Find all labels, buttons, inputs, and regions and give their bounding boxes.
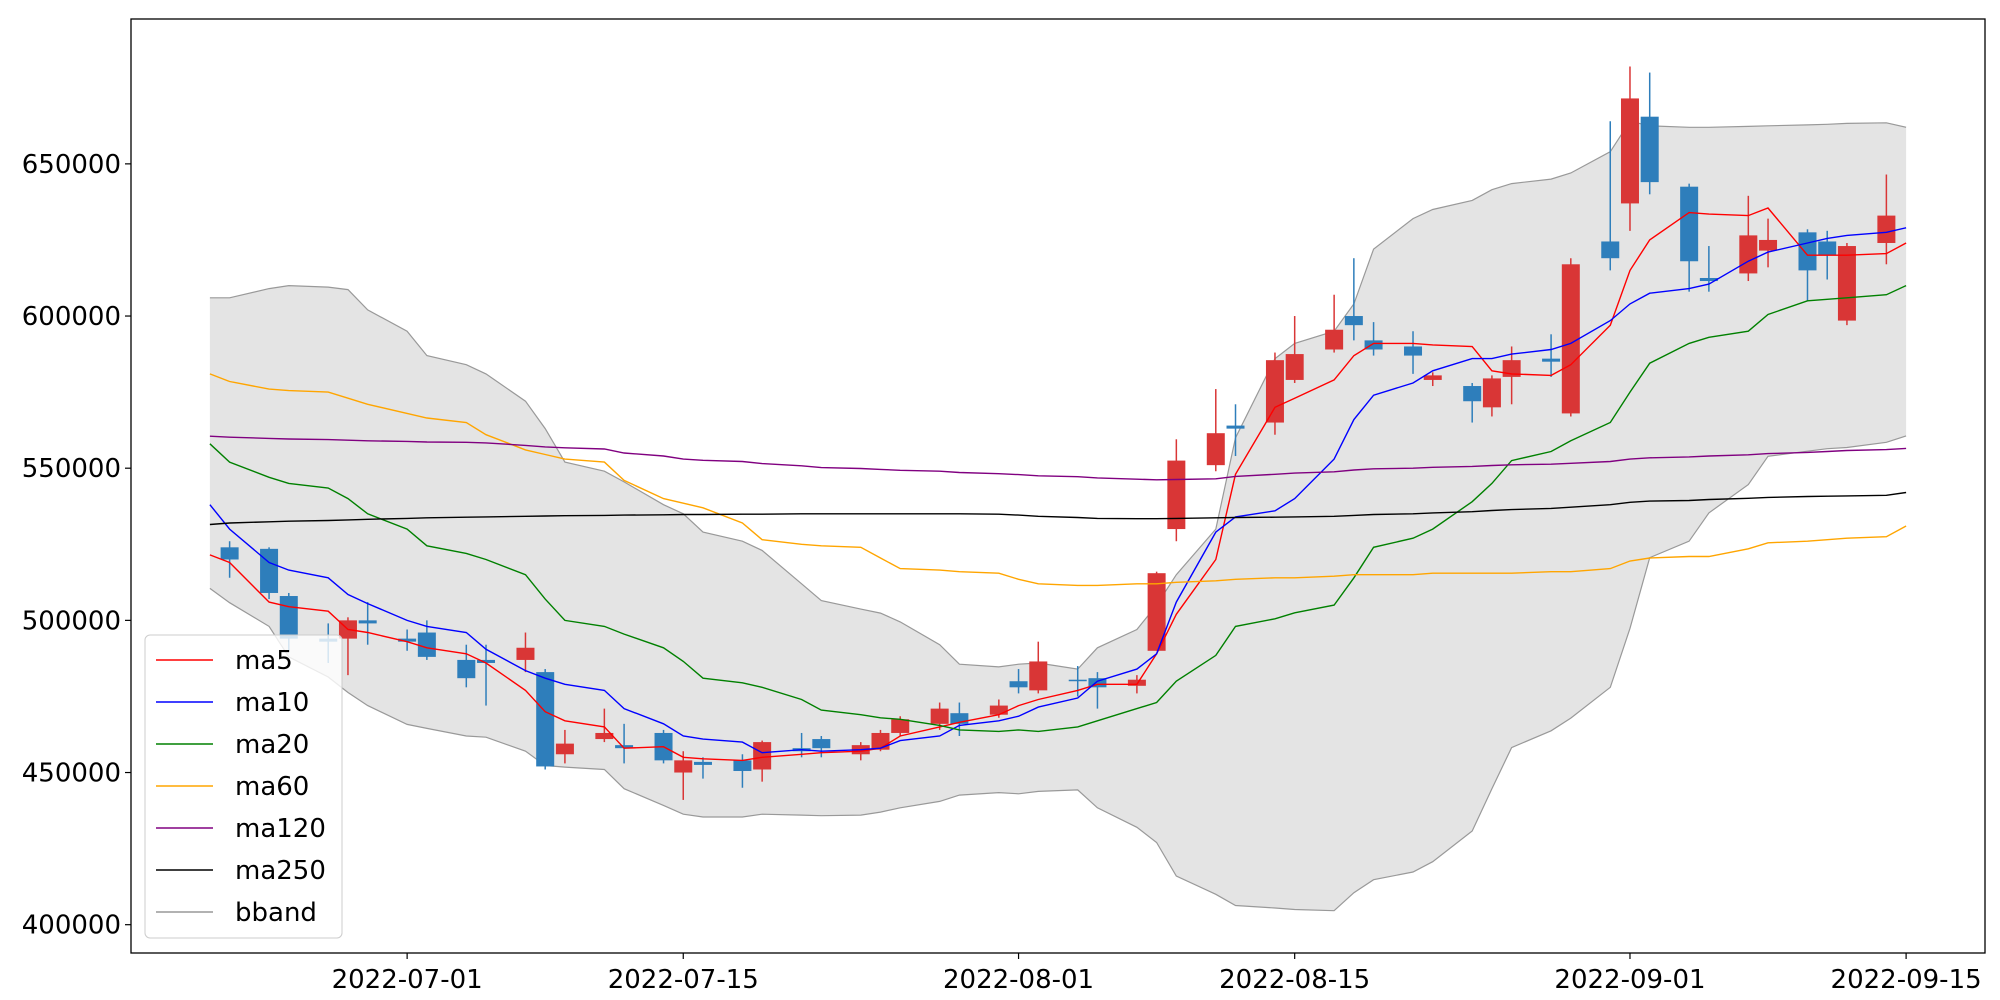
candle-body [1739,235,1758,274]
candle-body [871,732,890,750]
candle-body [1601,241,1620,259]
candle-body [1680,186,1699,262]
candle-body [1265,360,1284,423]
candle-body [1561,264,1580,414]
candle-body [279,596,298,639]
candle-body [260,548,279,593]
x-tick-label: 2022-07-01 [332,965,483,995]
candle-body [516,647,535,660]
candle-body [1147,573,1166,651]
ma-line [209,373,1907,587]
candle-body [1542,358,1561,362]
candle-body [1325,329,1344,350]
candle-body [1759,239,1778,251]
candle-body [1818,241,1837,256]
y-tick-label: 600000 [22,302,121,332]
candle-body [733,760,752,772]
candle-body [358,620,377,624]
legend-label: bband [235,898,317,928]
candle-body [1423,375,1442,380]
candle-body [1344,316,1363,326]
candle-body [950,713,969,724]
candle-body [536,672,555,767]
legend-label: ma20 [235,730,309,760]
x-tick-label: 2022-07-15 [608,965,759,995]
plot-frame [130,18,1986,954]
candle-body [1167,460,1186,530]
candle-body [1029,661,1048,691]
candle-body [555,743,574,755]
legend-label: ma10 [235,688,309,718]
candle-body [1206,433,1225,466]
candle-body [1463,386,1482,402]
candle-body [989,705,1008,715]
candle-body [674,760,693,773]
y-tick-label: 400000 [22,911,121,941]
candle-body [417,632,436,657]
candle-body [1798,232,1817,271]
ma-line [209,491,1907,526]
y-tick-label: 650000 [22,150,121,180]
y-tick-label: 500000 [22,606,121,636]
y-tick-label: 450000 [22,759,121,789]
ma-line [209,435,1907,481]
candle-body [693,761,712,765]
x-tick-label: 2022-09-15 [1831,965,1982,995]
x-tick-label: 2022-08-15 [1219,965,1370,995]
candle-body [1404,346,1423,356]
candle-body [1640,116,1659,183]
candle-body [457,659,476,679]
legend-label: ma60 [235,772,309,802]
candle-body [615,745,634,749]
candle-body [398,638,417,642]
candle-body [891,719,910,733]
candle-body [477,659,496,663]
x-tick-label: 2022-08-01 [943,965,1094,995]
band-lower [209,435,1907,912]
candle-body [1699,277,1718,282]
candle-body [753,742,772,770]
candle-body [1837,246,1856,321]
ma-line [209,207,1907,762]
ma-line [209,227,1907,754]
candle-body [812,739,831,749]
legend-label: ma5 [235,646,293,676]
candle-body [1364,340,1383,350]
band-area [209,121,1907,911]
candle-body [1127,679,1146,686]
candle-body [1068,679,1087,682]
y-tick-label: 550000 [22,454,121,484]
candle-body [930,708,949,724]
candle-body [1009,681,1028,688]
candle-body [220,547,239,560]
candle-body [1285,354,1304,380]
legend: ma5 ma10 ma20 ma60 ma120 ma250 bband [144,634,343,939]
legend-label: ma250 [235,856,326,886]
candle-body [1620,98,1639,204]
candle-body [1088,678,1107,688]
candle-body [595,732,614,740]
x-tick-label: 2022-09-01 [1554,965,1705,995]
candle-body [1226,425,1245,429]
legend-label: ma120 [235,814,326,844]
candle-body [1482,378,1501,408]
ma-line [209,284,1907,733]
candle-body [1877,215,1896,243]
legend-box [144,634,343,939]
